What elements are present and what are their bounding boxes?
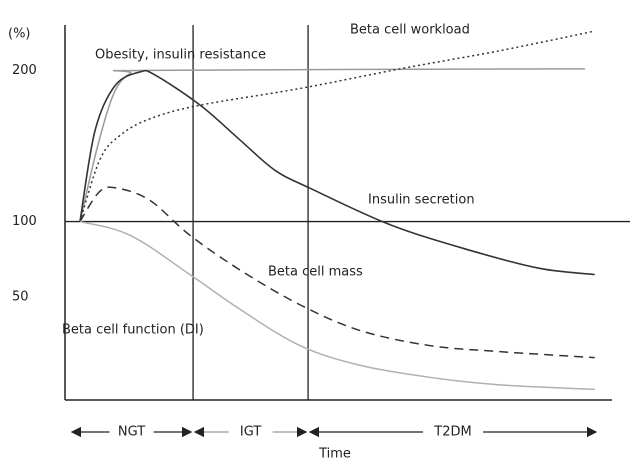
y-tick-label: 200 [12,63,37,78]
series-label: Beta cell function (DI) [62,323,204,338]
series-line [79,68,585,222]
phase-label: T2DM [433,425,471,440]
series-label: Beta cell mass [268,265,363,280]
phase-label: NGT [118,425,145,440]
series-line [79,220,595,391]
series-label: Insulin secretion [368,193,475,208]
x-axis-label: Time [318,447,351,462]
series-line [79,186,595,359]
y-tick-label: 50 [12,290,29,305]
phase-label: IGT [240,425,261,440]
series-label: Obesity, insulin resistance [95,48,266,63]
y-unit: (%) [8,27,31,42]
series-label: Beta cell workload [350,23,470,38]
series-line [79,30,595,222]
y-tick-label: 100 [12,214,37,229]
series-line [79,69,595,276]
